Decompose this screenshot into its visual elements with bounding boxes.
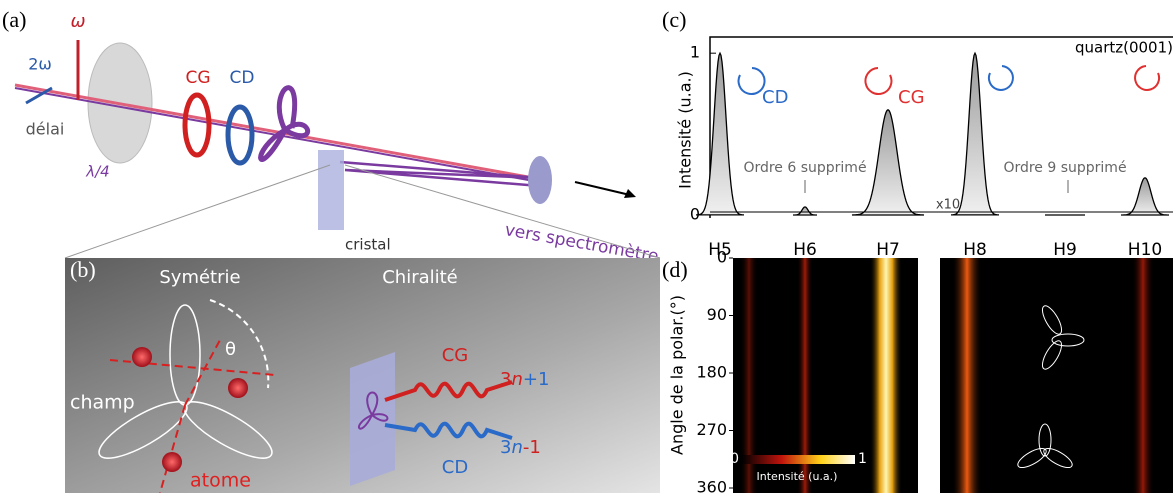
cd-helix — [384, 421, 513, 440]
y-tick-label: 0 — [690, 205, 700, 224]
cg-helix — [182, 92, 212, 158]
cg-label: CG — [185, 68, 210, 88]
two-omega: 2ω — [28, 55, 52, 74]
peak — [696, 51, 744, 216]
y-tick-label: 90 — [707, 305, 727, 324]
cd-label: CD — [762, 87, 788, 108]
heatmap-stripe — [740, 258, 758, 493]
y-tick-label: 180 — [696, 363, 727, 382]
theta-arc — [209, 299, 270, 389]
annotation: Ordre 6 supprimé — [743, 160, 866, 176]
atom-label: atome — [190, 470, 251, 492]
x-tick-label: H5 — [708, 240, 732, 260]
cd-helix — [225, 104, 255, 166]
panel-label: (a) — [2, 7, 26, 32]
peak — [951, 51, 999, 216]
y-axis-label: Intensité (u.a.) — [676, 71, 695, 189]
x-tick-label: H8 — [963, 240, 987, 260]
symmetry-title: Symétrie — [159, 267, 240, 288]
zoom-line — [344, 164, 661, 259]
colorbar — [742, 455, 855, 464]
sample-label: quartz(0001) — [1075, 39, 1173, 57]
scale-label: x10 — [936, 198, 960, 213]
heatmap-stripe — [797, 258, 813, 493]
x-tick-label: H7 — [876, 240, 900, 260]
field-label: champ — [70, 392, 135, 414]
annotation: Ordre 9 supprimé — [1003, 160, 1126, 176]
panel-label: (d) — [662, 257, 688, 282]
axis-frame — [709, 36, 1173, 218]
polar-arrow — [25, 86, 53, 105]
atom — [228, 378, 248, 398]
panel-c: (c) Intensité (u.a.) CD CG quartz(0001) … — [662, 7, 1173, 260]
panel-label: (b) — [70, 257, 96, 282]
heatmap-stripe — [1132, 258, 1154, 493]
quarter-wave: λ/4 — [85, 163, 109, 181]
text-part: 3 — [500, 369, 511, 390]
y-tick-label: 0 — [717, 248, 727, 267]
spectrometer-lens — [528, 156, 552, 204]
panel-a: (a) ω 2ω délai λ/4 CG CD cristal vers sp… — [2, 7, 661, 267]
y-axis-label: Angle de la polar.(°) — [668, 295, 687, 455]
omega: ω — [70, 11, 85, 32]
theta: θ — [225, 339, 236, 360]
helicity-icons — [737, 65, 1161, 95]
atom — [132, 347, 152, 367]
crystal-label: cristal — [345, 236, 391, 254]
annotation-arrows — [804, 180, 1069, 193]
text-part: n — [511, 369, 522, 390]
order-minus: 3n-1 — [500, 437, 541, 458]
text-part: -1 — [523, 437, 541, 458]
cd-label: CD — [442, 457, 468, 478]
panel-d: (d) Angle de la polar.(°) Intensité (u.a… — [662, 248, 1173, 493]
atom — [162, 452, 182, 472]
harmonic-beam — [339, 160, 541, 188]
y-tick-label: 270 — [696, 420, 727, 439]
chirality-title: Chiralité — [382, 267, 458, 288]
trefoil — [357, 391, 389, 430]
delay: délai — [26, 120, 65, 139]
peak — [1121, 177, 1169, 216]
heatmap-stripe — [870, 258, 902, 493]
crystal — [350, 352, 395, 486]
cg-label: CG — [898, 87, 925, 108]
arrow — [574, 181, 631, 196]
x-tick-label: H9 — [1053, 240, 1077, 260]
text-part: 3 — [500, 437, 511, 458]
text-part: +1 — [523, 369, 550, 390]
panel-label: (c) — [662, 7, 686, 32]
peak — [793, 206, 817, 216]
x-tick-label: H10 — [1128, 240, 1162, 260]
x-tick-label: H6 — [793, 240, 817, 260]
y-tick-label: 1 — [690, 43, 700, 62]
colorbar-tick-label: 0 — [730, 451, 739, 467]
cg-label: CG — [442, 345, 469, 366]
zoom-line — [64, 164, 331, 259]
text-part: n — [511, 437, 522, 458]
panel-b: (b) Symétrie Chiralité θ champ atome CG … — [65, 257, 660, 493]
cg-helix — [384, 380, 513, 402]
heatmap-stripe — [952, 258, 982, 493]
arrowhead — [624, 189, 636, 198]
trefoil-sketch — [1017, 305, 1085, 469]
colorbar-tick-label: 1 — [858, 451, 867, 467]
cd-label: CD — [230, 68, 255, 88]
colorbar-label: Intensité (u.a.) — [757, 470, 838, 483]
y-tick-label: 360 — [696, 478, 727, 493]
order-plus: 3n+1 — [500, 369, 549, 390]
trefoil — [258, 85, 311, 162]
crystal — [318, 150, 344, 230]
